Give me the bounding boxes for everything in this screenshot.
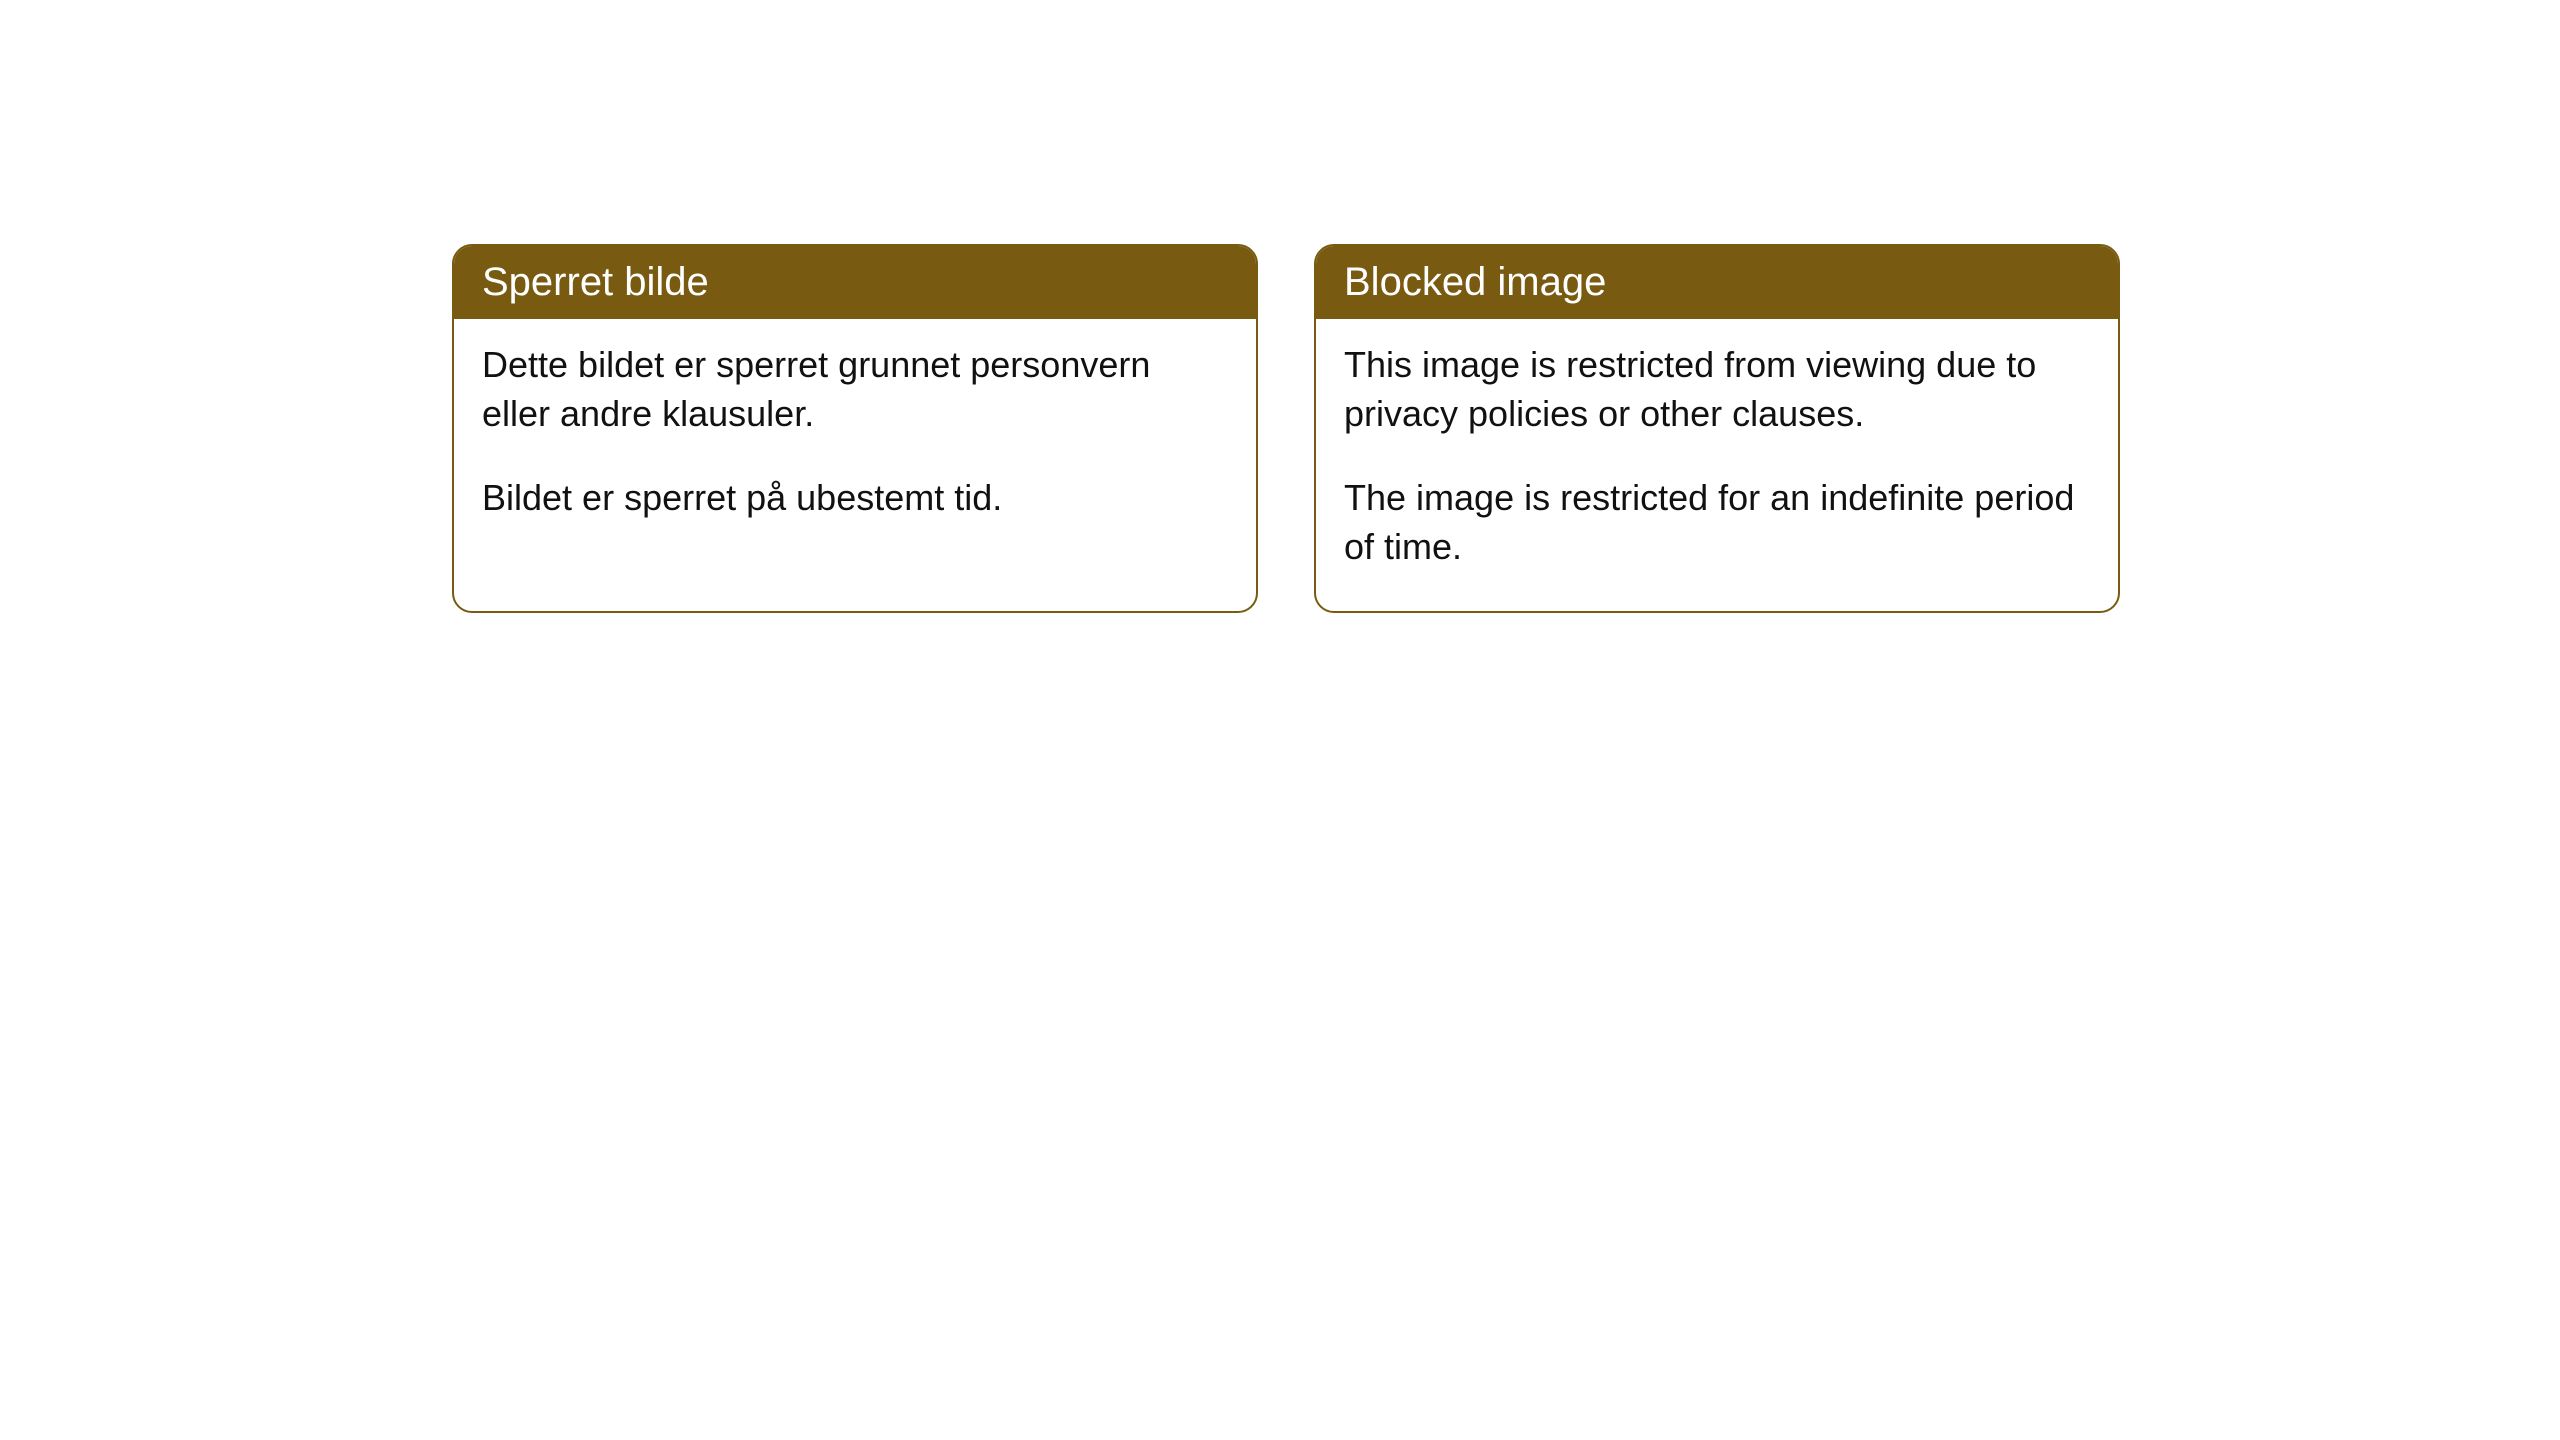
card-paragraph: The image is restricted for an indefinit… xyxy=(1344,474,2090,571)
notice-card-norwegian: Sperret bilde Dette bildet er sperret gr… xyxy=(452,244,1258,613)
card-body-norwegian: Dette bildet er sperret grunnet personve… xyxy=(454,319,1256,563)
card-header-english: Blocked image xyxy=(1316,246,2118,319)
card-paragraph: Dette bildet er sperret grunnet personve… xyxy=(482,341,1228,438)
card-paragraph: Bildet er sperret på ubestemt tid. xyxy=(482,474,1228,523)
card-body-english: This image is restricted from viewing du… xyxy=(1316,319,2118,611)
notice-cards-container: Sperret bilde Dette bildet er sperret gr… xyxy=(452,244,2120,613)
card-paragraph: This image is restricted from viewing du… xyxy=(1344,341,2090,438)
notice-card-english: Blocked image This image is restricted f… xyxy=(1314,244,2120,613)
card-header-norwegian: Sperret bilde xyxy=(454,246,1256,319)
